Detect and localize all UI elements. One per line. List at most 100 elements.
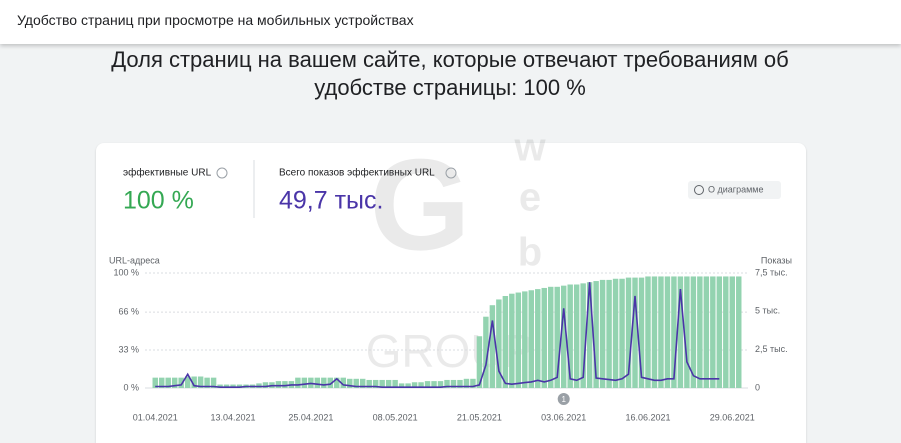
bar xyxy=(347,378,353,388)
bar xyxy=(723,276,729,388)
y-axis-title: URL-адреса xyxy=(109,255,160,265)
metric-label: Всего показов эффективных URL xyxy=(279,167,435,179)
bar xyxy=(411,382,418,388)
bar xyxy=(275,381,282,388)
bar xyxy=(645,276,651,388)
bar xyxy=(431,381,437,388)
bar xyxy=(716,276,723,388)
x-tick-label: 29.06.2021 xyxy=(710,412,755,422)
bar xyxy=(548,286,554,388)
bar xyxy=(392,379,398,388)
bar xyxy=(152,377,158,388)
bar xyxy=(204,377,210,388)
bar xyxy=(295,377,301,388)
bar xyxy=(327,377,334,388)
bar xyxy=(515,292,522,388)
y2-axis-title: Показы xyxy=(761,255,792,265)
bar xyxy=(522,291,528,388)
bar xyxy=(664,276,671,388)
x-tick-label: 21.05.2021 xyxy=(457,412,502,422)
metric-label: эффективные URL xyxy=(123,167,212,179)
x-tick-label: 13.04.2021 xyxy=(211,412,256,422)
y2-tick-label: 2,5 тыс. xyxy=(755,344,788,354)
bar xyxy=(703,276,710,388)
bar xyxy=(334,377,340,388)
bar xyxy=(405,383,411,388)
bar xyxy=(424,381,431,388)
bar xyxy=(502,296,509,388)
about-label: О диаграмме xyxy=(708,184,763,194)
bar xyxy=(619,278,625,388)
bar xyxy=(418,382,424,388)
line xyxy=(155,282,720,388)
bar xyxy=(586,282,593,388)
bar xyxy=(340,377,346,388)
bar xyxy=(677,276,684,388)
metric-value: 49,7 тыс. xyxy=(279,187,383,215)
bar xyxy=(638,277,645,388)
bar xyxy=(671,276,677,388)
bar xyxy=(489,305,496,388)
watermark-letter: e xyxy=(519,176,541,220)
bar xyxy=(736,276,742,388)
bar xyxy=(379,379,385,388)
watermark-letter: G xyxy=(369,131,470,277)
bar xyxy=(398,383,405,388)
bar xyxy=(171,377,178,388)
bar xyxy=(159,377,165,388)
bar xyxy=(509,293,515,388)
bar xyxy=(632,277,638,388)
y2-tick-label: 0 xyxy=(755,382,760,392)
bar xyxy=(560,285,567,388)
bar xyxy=(593,281,599,388)
bar xyxy=(573,284,580,388)
header: Удобство страниц при просмотре на мобиль… xyxy=(0,0,901,44)
bar xyxy=(178,377,184,388)
annotation-label: 1 xyxy=(561,395,566,404)
bar xyxy=(262,382,269,388)
bar xyxy=(651,276,658,388)
bar xyxy=(729,276,735,388)
bar xyxy=(528,290,535,388)
bar xyxy=(606,279,612,388)
watermark-letter: b xyxy=(518,231,542,275)
bar xyxy=(599,279,606,388)
x-tick-label: 08.05.2021 xyxy=(373,412,418,422)
y-tick-label: 66 % xyxy=(118,306,139,316)
y-tick-label: 33 % xyxy=(118,344,139,354)
bar xyxy=(191,376,197,388)
bar xyxy=(444,379,450,388)
help-icon[interactable] xyxy=(216,167,228,179)
bar xyxy=(496,299,502,388)
bar xyxy=(321,377,327,388)
help-icon[interactable] xyxy=(445,167,457,179)
bar xyxy=(197,376,204,388)
about-button[interactable] xyxy=(688,181,781,199)
bar xyxy=(457,379,463,388)
bar xyxy=(385,379,392,388)
bar xyxy=(483,316,489,388)
bar xyxy=(165,377,171,388)
bar xyxy=(658,276,664,388)
bar xyxy=(230,384,236,388)
bar xyxy=(282,381,288,388)
bar xyxy=(184,376,191,388)
x-tick-label: 25.04.2021 xyxy=(288,412,333,422)
header-title: Удобство страниц при просмотре на мобиль… xyxy=(17,12,414,28)
bar xyxy=(210,377,217,388)
bar xyxy=(684,276,690,388)
bar xyxy=(535,289,541,388)
bar xyxy=(236,384,243,388)
bar xyxy=(463,378,470,388)
bar xyxy=(359,378,366,388)
bar xyxy=(217,384,223,388)
info-icon xyxy=(694,185,704,195)
x-tick-label: 03.06.2021 xyxy=(541,412,586,422)
x-tick-label: 01.04.2021 xyxy=(133,412,178,422)
watermark-word: GROUP xyxy=(366,325,535,377)
bar xyxy=(437,381,444,388)
bar xyxy=(690,276,697,388)
bar xyxy=(697,276,703,388)
y-tick-label: 0 % xyxy=(123,382,139,392)
x-tick-label: 16.06.2021 xyxy=(625,412,670,422)
